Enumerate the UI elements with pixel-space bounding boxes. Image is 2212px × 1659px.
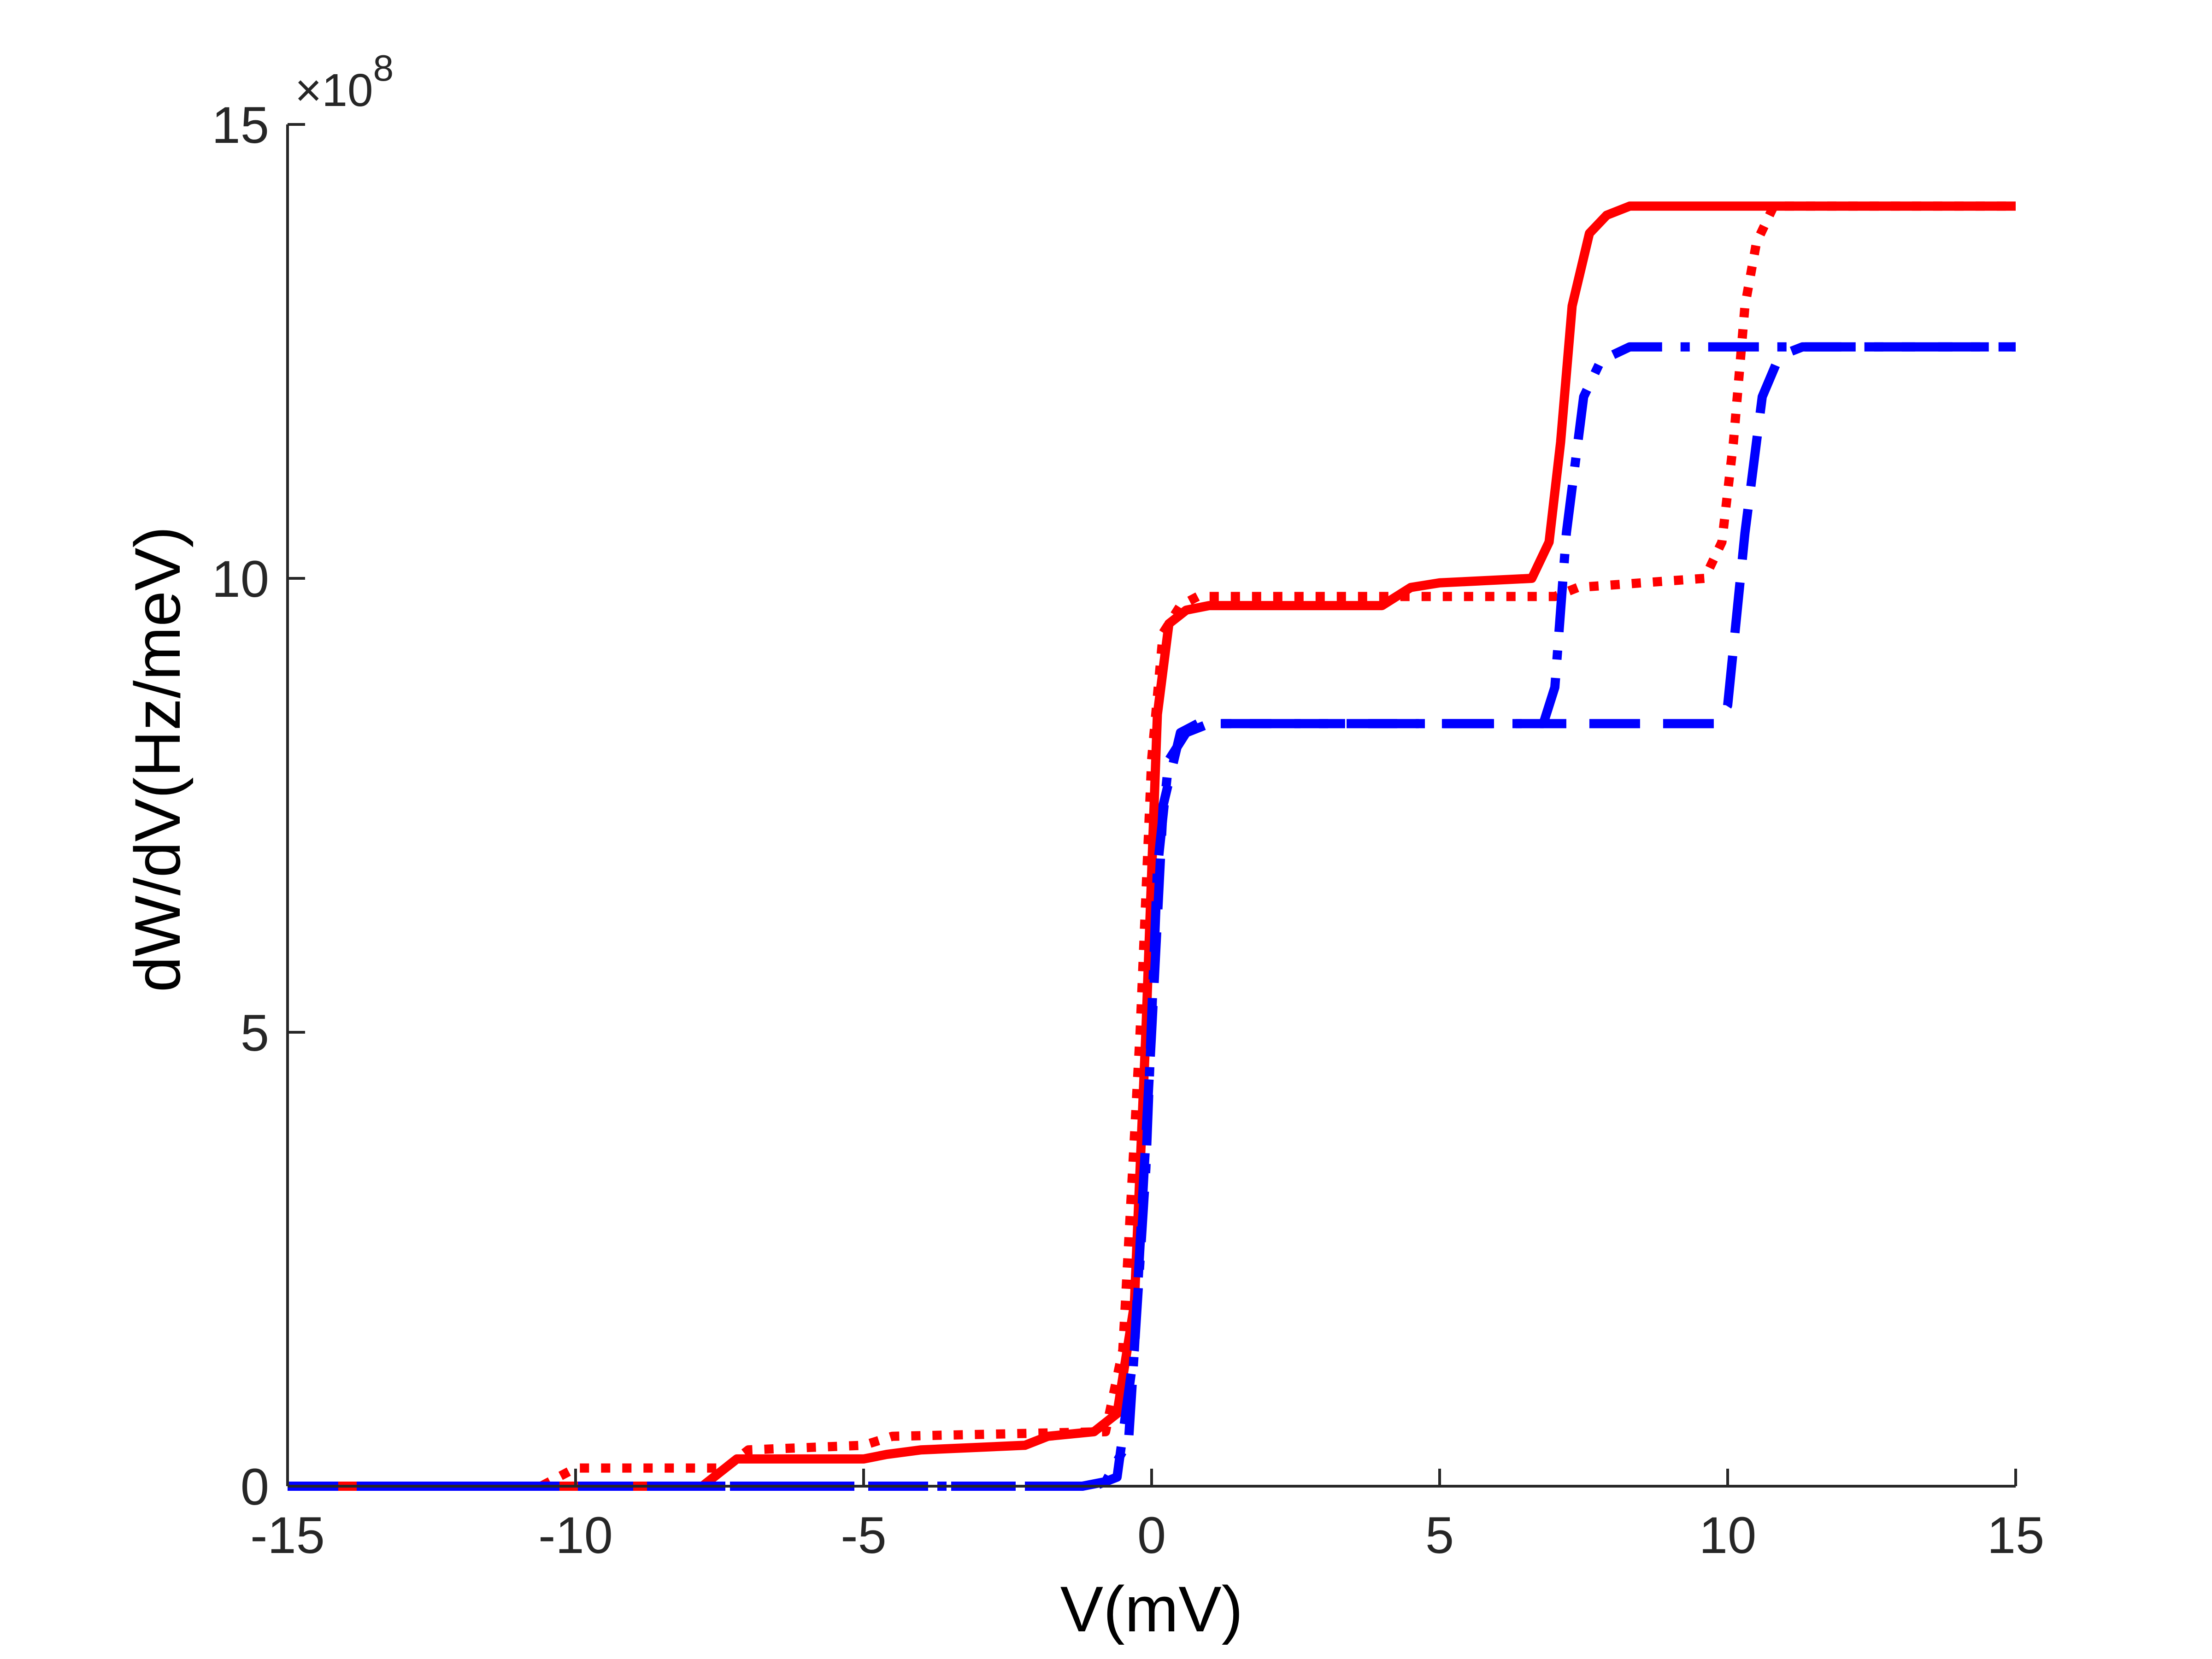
x-tick-label: -15: [250, 1506, 325, 1564]
series-line-1-solid: [288, 201, 2016, 1491]
y-multiplier-exponent: 8: [373, 47, 394, 88]
series-line-4-dashed: [288, 342, 2016, 1491]
x-tick-label: -5: [841, 1506, 887, 1564]
y-axis-multiplier: ×108: [295, 47, 394, 116]
x-tick-label: -10: [538, 1506, 613, 1564]
x-tick-label: 0: [1137, 1506, 1166, 1564]
series-line-3-dashdot: [288, 342, 2016, 1491]
x-axis-title: V(mV): [1060, 1573, 1243, 1645]
x-tick-label: 10: [1699, 1506, 1757, 1564]
series-line-2-dotted: [288, 201, 2016, 1491]
x-tick-label: 5: [1425, 1506, 1454, 1564]
y-tick-label: 10: [212, 550, 269, 608]
x-ticks: -15 -10 -5 0 5 10 15: [250, 1469, 2044, 1564]
y-axis-title: dW/dV(Hz/meV): [121, 526, 194, 992]
y-multiplier-base: ×10: [295, 65, 373, 116]
x-tick-label: 15: [1987, 1506, 2045, 1564]
plot-lines: [288, 201, 2016, 1491]
y-tick-label: 0: [241, 1458, 269, 1516]
y-tick-label: 15: [212, 96, 269, 154]
y-ticks: 0 5 10 15: [212, 96, 305, 1516]
y-tick-label: 5: [241, 1004, 269, 1062]
axes: -15 -10 -5 0 5 10 15 0 5 10 15: [212, 96, 2044, 1564]
